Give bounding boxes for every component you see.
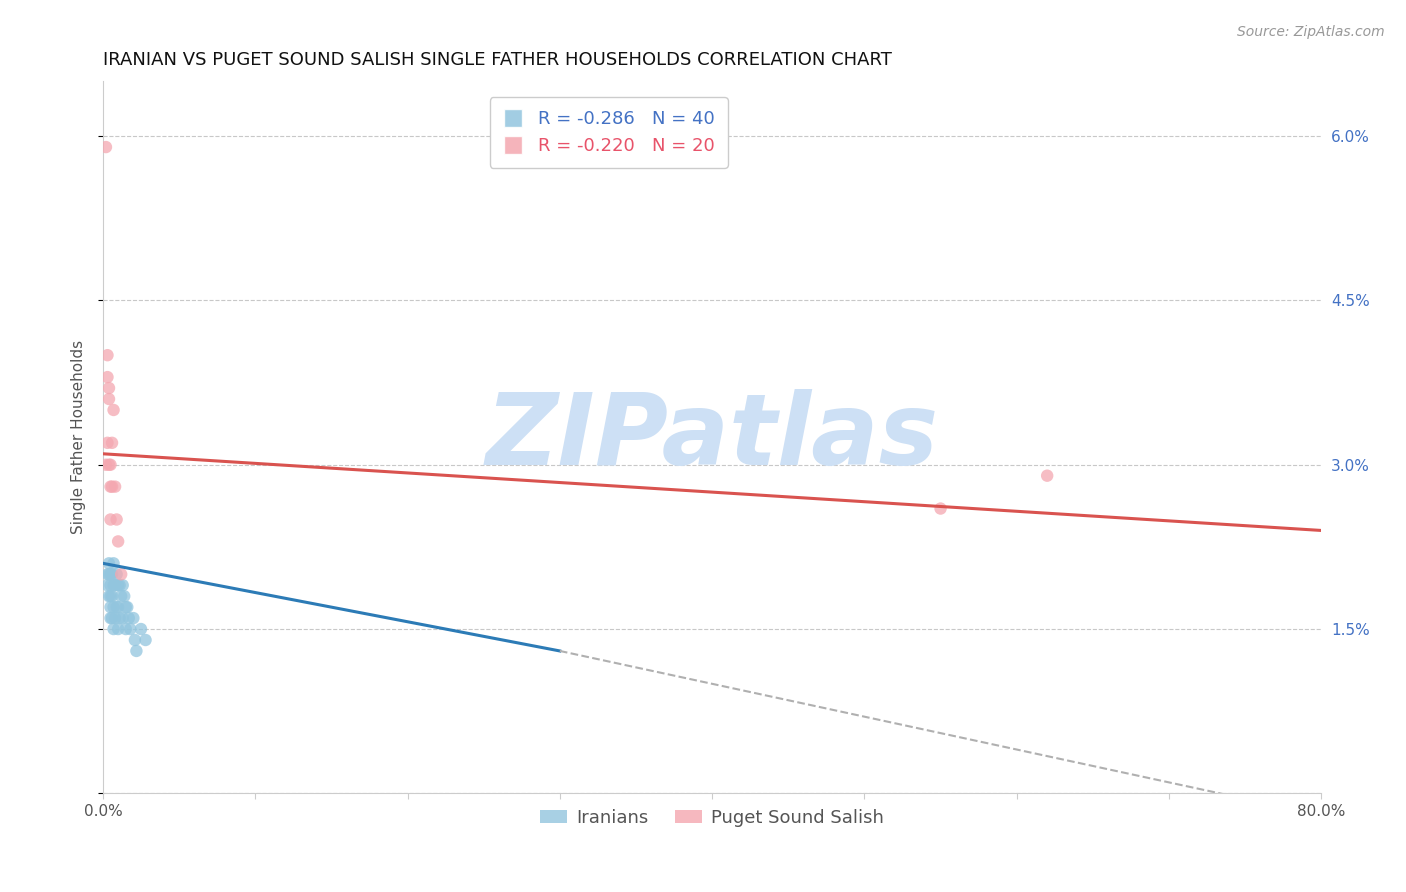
Point [101, 611, 124, 625]
Point [105, 567, 128, 582]
Point [98, 381, 121, 395]
Point [122, 611, 145, 625]
Point [101, 567, 124, 582]
Point [107, 578, 129, 592]
Text: IRANIAN VS PUGET SOUND SALISH SINGLE FATHER HOUSEHOLDS CORRELATION CHART: IRANIAN VS PUGET SOUND SALISH SINGLE FAT… [103, 51, 891, 69]
Point [96, 370, 118, 384]
Point [103, 557, 125, 571]
Point [135, 632, 157, 647]
Point [96, 567, 118, 582]
Point [117, 600, 139, 615]
Point [100, 578, 122, 592]
Point [94, 458, 117, 472]
Point [111, 611, 134, 625]
Point [929, 501, 952, 516]
Point [110, 567, 132, 582]
Point [96, 578, 118, 592]
Point [114, 600, 136, 615]
Point [101, 480, 124, 494]
Point [100, 480, 122, 494]
Text: ZIPatlas: ZIPatlas [485, 389, 939, 486]
Point [100, 589, 122, 603]
Point [103, 600, 125, 615]
Point [114, 622, 136, 636]
Point [98, 567, 121, 582]
Point [100, 458, 122, 472]
Point [129, 622, 152, 636]
Point [96, 435, 118, 450]
Point [120, 622, 142, 636]
Point [101, 589, 124, 603]
Point [103, 578, 125, 592]
Y-axis label: Single Father Households: Single Father Households [72, 340, 86, 534]
Point [100, 600, 122, 615]
Point [94, 140, 117, 154]
Point [111, 578, 134, 592]
Point [100, 567, 122, 582]
Point [124, 632, 146, 647]
Point [96, 348, 118, 362]
Point [101, 435, 124, 450]
Point [1036, 468, 1059, 483]
Point [103, 403, 125, 417]
Point [98, 589, 121, 603]
Point [108, 578, 131, 592]
Point [104, 480, 127, 494]
Point [107, 600, 129, 615]
Point [98, 392, 121, 406]
Point [103, 622, 125, 636]
Point [100, 512, 122, 526]
Point [107, 622, 129, 636]
Point [110, 589, 132, 603]
Point [98, 557, 121, 571]
Text: Source: ZipAtlas.com: Source: ZipAtlas.com [1237, 25, 1385, 39]
Point [105, 512, 128, 526]
Point [104, 611, 127, 625]
Point [105, 600, 128, 615]
Point [125, 644, 148, 658]
Point [108, 611, 131, 625]
Point [100, 611, 122, 625]
Legend: Iranians, Puget Sound Salish: Iranians, Puget Sound Salish [533, 802, 891, 834]
Point [107, 534, 129, 549]
Point [98, 458, 121, 472]
Point [118, 611, 141, 625]
Point [112, 589, 135, 603]
Point [104, 578, 127, 592]
